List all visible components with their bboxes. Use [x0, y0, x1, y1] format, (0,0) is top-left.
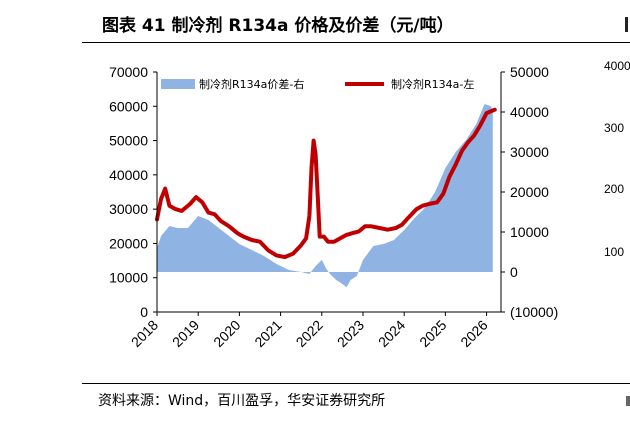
spread-area: [157, 104, 493, 288]
right-axis-tick-label: 10000: [510, 224, 549, 240]
x-axis-tick-label: 2020: [210, 317, 243, 350]
right-axis-tick-label: 20000: [510, 184, 549, 200]
x-axis-tick-label: 2023: [334, 317, 367, 350]
left-axis-tick-label: 20000: [109, 235, 148, 251]
legend-spread-swatch: [161, 79, 195, 89]
bottom-rule: [82, 383, 630, 384]
legend-spread-label: 制冷剂R134a价差-右: [199, 77, 304, 91]
right-axis-tick-label: 50000: [510, 64, 549, 80]
left-axis-tick-label: 70000: [109, 64, 148, 80]
left-axis-tick-label: 40000: [109, 167, 148, 183]
right-axis-tick-label: 40000: [510, 104, 549, 120]
right-axis-tick-label: 0: [510, 264, 518, 280]
legend: 制冷剂R134a价差-右 制冷剂R134a-左: [161, 77, 474, 91]
source-note: 资料来源：Wind，百川盈孚，华安证券研究所: [98, 393, 386, 409]
left-axis-tick-label: 60000: [109, 98, 148, 114]
neighbor-source-edge: [626, 396, 630, 406]
plot-area: [155, 104, 497, 288]
right-axis-tick-label: 30000: [510, 144, 549, 160]
x-axis-tick-label: 2024: [375, 317, 408, 350]
left-axis-tick-label: 50000: [109, 133, 148, 149]
price-line: [155, 107, 497, 260]
right-axis-tick-label: (10000): [510, 304, 558, 320]
x-axis-tick-label: 2018: [128, 317, 161, 350]
x-axis-tick-label: 2025: [416, 317, 449, 350]
x-axis-tick-label: 2021: [251, 317, 284, 350]
neighbor-tick: 300: [604, 121, 624, 135]
x-axis-tick-label: 2026: [457, 317, 490, 350]
left-axis-tick-label: 30000: [109, 201, 148, 217]
chart-svg: 4000 300 200 100 01000020000300004000050…: [109, 59, 630, 350]
neighbor-tick: 4000: [604, 59, 630, 73]
chart-title: 图表 41 制冷剂 R134a 价格及价差（元/吨）: [102, 16, 454, 36]
axes: 0 10000 20000 30000 40000 50000 60000 70000 (100…: [109, 64, 558, 350]
left-axis-tick-label: 10000: [109, 270, 148, 286]
neighbor-chart-title-edge: [625, 17, 628, 32]
x-axis-tick-label: 2019: [169, 317, 202, 350]
neighbor-tick: 100: [604, 245, 624, 259]
top-rule: [82, 42, 630, 43]
neighbor-tick: 200: [604, 182, 624, 196]
neighbor-chart-axis: 4000 300 200 100: [604, 59, 630, 259]
legend-price-label: 制冷剂R134a-左: [391, 77, 474, 91]
x-axis-tick-label: 2022: [293, 317, 326, 350]
left-axis-tick-label: 0: [140, 304, 148, 320]
